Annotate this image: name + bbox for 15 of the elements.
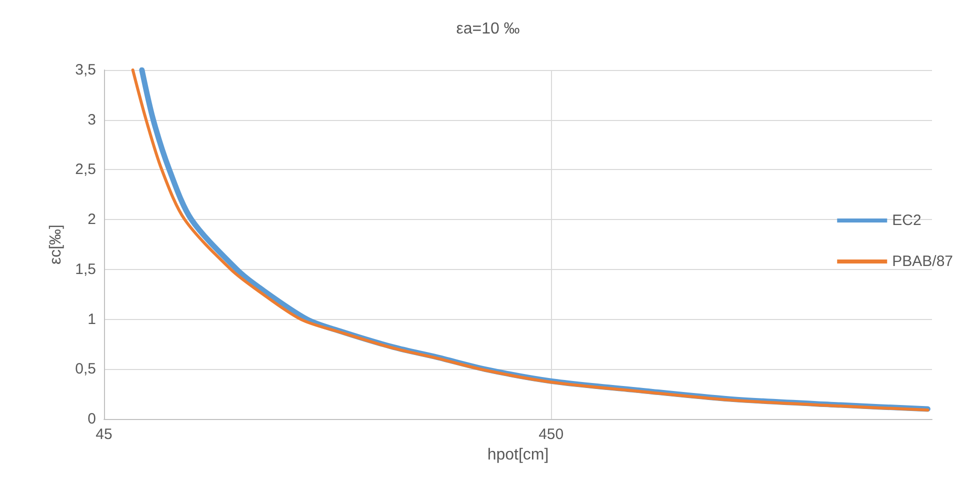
y-tick-label: 1,5 <box>75 260 96 278</box>
y-tick-label: 1 <box>88 310 96 328</box>
legend-label: EC2 <box>892 212 922 229</box>
legend-label: PBAB/87 <box>892 253 954 270</box>
y-tick-label: 3 <box>88 111 96 128</box>
chart-title: εa=10 ‰ <box>456 20 520 38</box>
y-axis-title: εc[‰] <box>48 224 65 265</box>
y-tick-label: 3,5 <box>75 62 96 78</box>
x-tick-label: 450 <box>538 426 564 443</box>
x-axis-title: hpot[cm] <box>487 446 549 464</box>
y-tick-label: 2 <box>88 211 96 228</box>
y-tick-label: 0,5 <box>75 360 96 378</box>
y-tick-label: 0 <box>88 410 96 428</box>
y-tick-label: 2,5 <box>75 161 96 178</box>
x-tick-label: 45 <box>96 426 112 443</box>
